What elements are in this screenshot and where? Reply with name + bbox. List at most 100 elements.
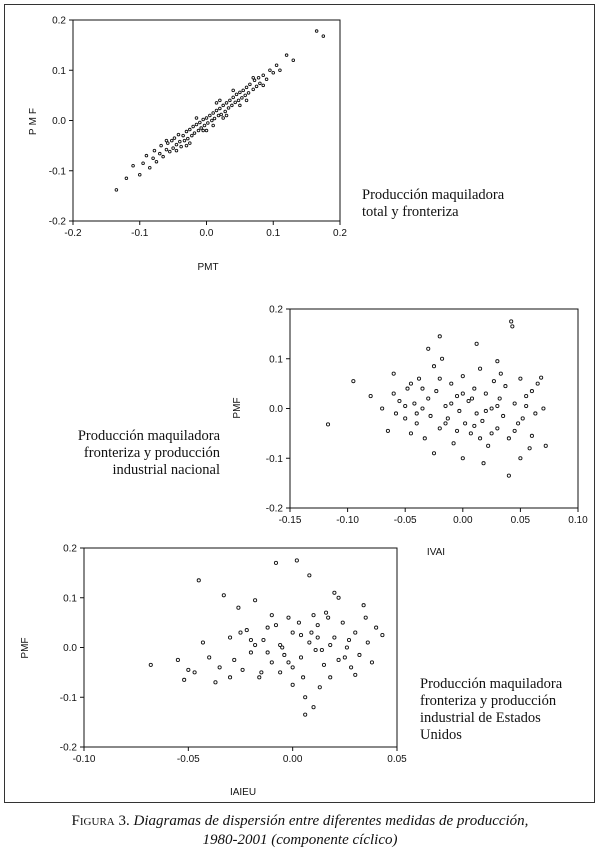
chart1-description-line: total y fronteriza bbox=[362, 204, 459, 220]
data-point bbox=[232, 657, 237, 662]
y-axis-label: PMF bbox=[232, 397, 243, 418]
data-point bbox=[158, 151, 162, 156]
y-tick-label: 0.1 bbox=[269, 354, 283, 365]
data-point bbox=[474, 341, 479, 346]
data-point bbox=[240, 96, 244, 100]
data-point bbox=[218, 98, 222, 103]
data-point bbox=[529, 389, 534, 394]
data-point bbox=[380, 633, 385, 638]
y-tick-label: -0.2 bbox=[60, 743, 78, 754]
chart3-plot-area bbox=[83, 547, 398, 748]
x-tick-label: -0.10 bbox=[73, 754, 96, 765]
data-point bbox=[460, 391, 465, 396]
data-point bbox=[357, 652, 362, 658]
x-tick-label: -0.15 bbox=[279, 515, 302, 526]
data-point bbox=[539, 375, 544, 380]
data-point bbox=[240, 667, 245, 672]
data-point bbox=[498, 371, 503, 376]
data-point bbox=[278, 670, 283, 675]
data-point bbox=[251, 76, 255, 80]
data-point bbox=[480, 418, 485, 423]
data-point bbox=[231, 88, 235, 93]
data-point bbox=[204, 128, 209, 133]
chart3-description-line: Unidos bbox=[420, 727, 462, 743]
data-point bbox=[529, 433, 534, 438]
data-point bbox=[321, 34, 326, 38]
data-point bbox=[332, 635, 337, 640]
data-point bbox=[234, 92, 239, 97]
data-point bbox=[152, 148, 157, 153]
data-point bbox=[353, 672, 358, 677]
data-point bbox=[449, 401, 454, 406]
x-tick-label: 0.10 bbox=[568, 515, 588, 526]
data-point bbox=[172, 136, 177, 140]
data-point bbox=[230, 103, 234, 108]
data-point bbox=[344, 645, 349, 650]
data-point bbox=[434, 389, 439, 394]
data-point bbox=[211, 111, 215, 115]
data-point bbox=[244, 628, 249, 633]
data-point bbox=[213, 680, 218, 685]
data-point bbox=[516, 421, 521, 426]
figure-caption: Figura 3. Diagramas de dispersión entre … bbox=[0, 812, 600, 850]
data-point bbox=[543, 443, 548, 448]
data-point bbox=[176, 132, 181, 137]
data-point bbox=[512, 401, 517, 406]
y-tick-label: 0.1 bbox=[52, 66, 66, 77]
data-point bbox=[321, 662, 327, 667]
data-point bbox=[489, 406, 494, 411]
data-point bbox=[431, 451, 437, 456]
data-point bbox=[416, 376, 422, 381]
data-point bbox=[460, 374, 465, 379]
data-point bbox=[231, 95, 235, 100]
chart2-description: Producción maquiladora fronteriza y prod… bbox=[40, 428, 220, 479]
data-point bbox=[315, 623, 320, 628]
data-point bbox=[228, 675, 233, 680]
data-point bbox=[207, 655, 212, 660]
figure-frame bbox=[4, 4, 595, 803]
data-point bbox=[483, 408, 488, 414]
caption-figure-label: Figura 3. bbox=[71, 813, 130, 829]
data-point bbox=[186, 136, 190, 141]
data-point bbox=[269, 613, 274, 618]
data-point bbox=[184, 129, 189, 134]
data-point bbox=[274, 63, 279, 67]
data-point bbox=[261, 83, 265, 88]
data-point bbox=[238, 90, 242, 95]
data-point bbox=[437, 334, 442, 339]
data-point bbox=[307, 573, 312, 578]
x-tick-label: 0.2 bbox=[333, 228, 347, 239]
data-point bbox=[428, 413, 433, 419]
data-point bbox=[533, 411, 538, 416]
y-tick-label: -0.1 bbox=[49, 166, 67, 177]
y-axis-label: PMF bbox=[20, 637, 31, 658]
data-point bbox=[174, 148, 179, 153]
data-point bbox=[478, 436, 483, 441]
data-point bbox=[190, 133, 194, 138]
data-point bbox=[363, 615, 368, 620]
data-point bbox=[236, 605, 241, 610]
data-point bbox=[506, 436, 511, 441]
data-point bbox=[506, 473, 511, 478]
data-point bbox=[290, 630, 295, 635]
data-point bbox=[282, 652, 287, 658]
data-point bbox=[202, 123, 207, 128]
data-point bbox=[259, 670, 264, 675]
data-point bbox=[194, 122, 199, 127]
data-point bbox=[269, 660, 274, 665]
data-point bbox=[148, 165, 152, 170]
data-point bbox=[280, 645, 285, 650]
data-point bbox=[328, 675, 333, 680]
data-point bbox=[168, 149, 172, 154]
data-point bbox=[340, 620, 345, 625]
data-point bbox=[309, 630, 314, 635]
data-point bbox=[226, 106, 231, 110]
data-point bbox=[164, 138, 169, 143]
data-point bbox=[391, 391, 396, 396]
data-point bbox=[233, 100, 237, 105]
data-point bbox=[218, 106, 222, 111]
data-point bbox=[412, 401, 417, 406]
x-axis-label: IVAI bbox=[427, 547, 445, 558]
data-point bbox=[495, 426, 500, 431]
data-point bbox=[212, 116, 217, 121]
